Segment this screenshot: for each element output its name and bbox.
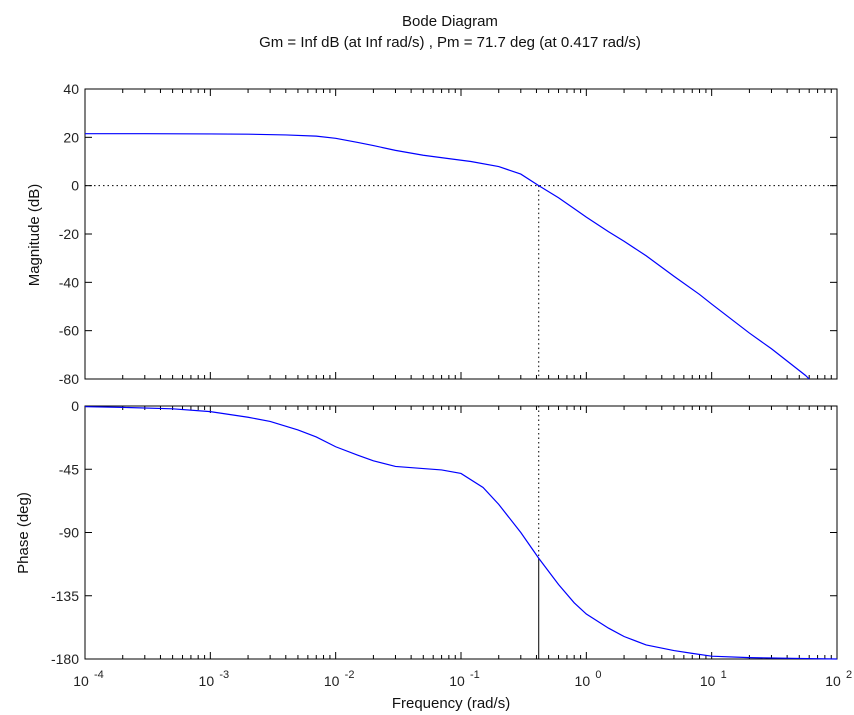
magnitude-y-axis-label: Magnitude (dB)	[26, 184, 43, 287]
magnitude-y-tick-label: 40	[63, 81, 79, 97]
magnitude-plot: 40 20 0 -20 -40 -60 -80	[59, 81, 838, 387]
x-tick-label: 10	[449, 673, 465, 689]
magnitude-y-tick-label: -80	[59, 371, 79, 387]
magnitude-y-tick-label: -40	[59, 274, 79, 290]
phase-y-tick-label: -45	[59, 461, 79, 477]
x-tick-exponent: -1	[470, 669, 480, 681]
chart-subtitle: Gm = Inf dB (at Inf rad/s) , Pm = 71.7 d…	[259, 34, 641, 51]
magnitude-plot-frame	[84, 88, 838, 380]
phase-plot: 0 -45 -90 -135 -180	[51, 398, 838, 667]
x-tick-exponent: -4	[94, 669, 104, 681]
phase-y-tick-label: -90	[59, 525, 79, 541]
x-tick-exponent: 1	[721, 669, 727, 681]
x-tick-label: 10	[825, 673, 841, 689]
x-tick-label: 10	[199, 673, 215, 689]
phase-y-tick-label: -135	[51, 588, 79, 604]
x-tick-label: 10	[700, 673, 716, 689]
x-tick-exponent: -2	[345, 669, 355, 681]
x-tick-label: 10	[324, 673, 340, 689]
magnitude-y-tick-label: 0	[71, 178, 79, 194]
phase-curve	[84, 406, 838, 660]
magnitude-y-tick-label: -20	[59, 226, 79, 242]
x-tick-label: 10	[575, 673, 591, 689]
phase-plot-frame	[84, 405, 838, 660]
phase-y-tick-label: -180	[51, 651, 79, 667]
x-axis-label: Frequency (rad/s)	[392, 695, 510, 712]
magnitude-y-tick-label: -60	[59, 323, 79, 339]
x-tick-exponent: 0	[595, 669, 601, 681]
x-tick-label: 10	[73, 673, 89, 689]
phase-y-tick-label: 0	[71, 398, 79, 414]
x-tick-labels: 10 -4 10 -3 10 -2 10 -1 10 0 10 1 10 2	[73, 669, 852, 689]
chart-title: Bode Diagram	[402, 13, 498, 30]
x-tick-exponent: -3	[219, 669, 229, 681]
phase-y-axis-label: Phase (deg)	[15, 492, 32, 574]
x-tick-exponent: 2	[846, 669, 852, 681]
magnitude-curve	[85, 133, 810, 380]
magnitude-y-tick-label: 20	[63, 129, 79, 145]
